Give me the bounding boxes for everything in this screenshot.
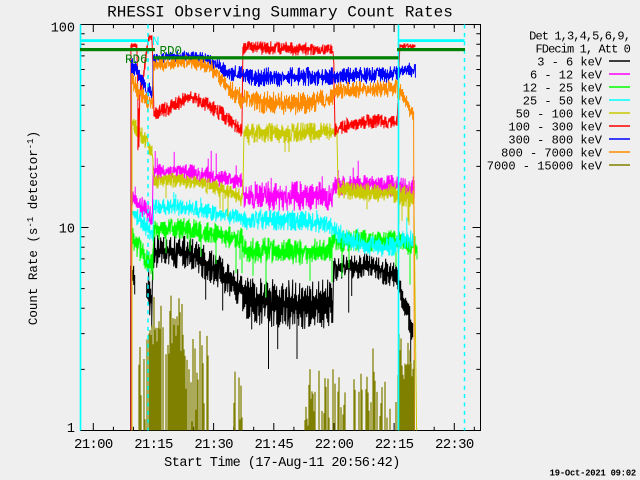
svg-text:21:15: 21:15 <box>134 437 173 453</box>
svg-text:19-Oct-2021 09:02: 19-Oct-2021 09:02 <box>550 469 636 479</box>
svg-text:3 - 6 keV: 3 - 6 keV <box>537 55 603 69</box>
svg-text:RD0: RD0 <box>160 45 183 59</box>
svg-text:Start Time (17-Aug-11 20:56:42: Start Time (17-Aug-11 20:56:42) <box>164 456 400 471</box>
svg-text:21:30: 21:30 <box>194 437 233 453</box>
svg-text:7000 - 15000 keV: 7000 - 15000 keV <box>487 159 603 173</box>
svg-text:22:00: 22:00 <box>315 437 354 453</box>
svg-text:100 - 300 keV: 100 - 300 keV <box>508 120 602 134</box>
svg-text:6 - 12 keV: 6 - 12 keV <box>530 68 603 82</box>
svg-text:FDecim 1, Att 0: FDecim 1, Att 0 <box>535 42 630 56</box>
svg-text:Count Rate (s-1 detector-1): Count Rate (s-1 detector-1) <box>26 131 41 325</box>
svg-text:N: N <box>152 35 160 49</box>
svg-text:300 - 800 keV: 300 - 800 keV <box>508 133 602 147</box>
svg-text:21:00: 21:00 <box>74 437 113 453</box>
svg-text:Det 1,3,4,5,6,9,: Det 1,3,4,5,6,9, <box>529 29 630 43</box>
svg-text:RD6: RD6 <box>125 53 148 67</box>
svg-text:12 - 25 keV: 12 - 25 keV <box>523 81 603 95</box>
svg-text:22:30: 22:30 <box>435 437 474 453</box>
svg-text:21:45: 21:45 <box>255 437 294 453</box>
svg-text:RHESSI Observing Summary Count: RHESSI Observing Summary Count Rates <box>107 4 453 22</box>
svg-text:50 - 100 keV: 50 - 100 keV <box>516 107 603 121</box>
svg-text:25 - 50 keV: 25 - 50 keV <box>523 94 603 108</box>
svg-text:100: 100 <box>51 22 75 37</box>
svg-text:10: 10 <box>59 223 75 238</box>
svg-text:1: 1 <box>67 422 75 437</box>
svg-text:800 - 7000 keV: 800 - 7000 keV <box>501 146 603 160</box>
svg-text:22:15: 22:15 <box>375 437 414 453</box>
